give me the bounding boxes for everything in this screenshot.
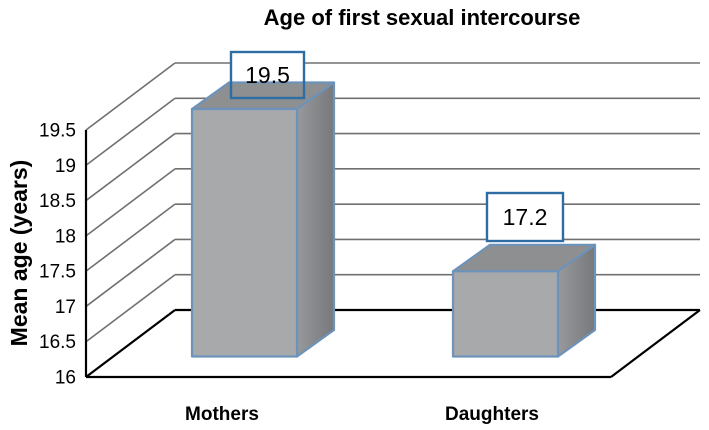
y-tick-label: 19.5 — [39, 121, 76, 142]
bars-layer — [190, 81, 597, 358]
chart-title: Age of first sexual intercourse — [264, 5, 581, 30]
gridlines-layer — [84, 62, 701, 379]
bar-front-face — [451, 270, 560, 358]
data-label-box — [229, 50, 306, 100]
bar-front-face — [190, 107, 299, 358]
y-tick-label: 18.5 — [39, 191, 76, 212]
gridline-diagonal — [85, 238, 176, 308]
y-tick-label: 17.5 — [39, 262, 76, 283]
data-label-box-fill — [487, 193, 563, 241]
bar-mothers — [190, 81, 336, 358]
gridline-diagonal — [85, 132, 176, 202]
y-tick-label: 16 — [55, 368, 76, 389]
data-label-box — [485, 191, 565, 243]
y-tick-label: 17 — [55, 297, 76, 318]
data-label-value: 17.2 — [503, 204, 548, 230]
gridline-diagonal — [85, 97, 176, 166]
category-label-mothers: Mothers — [185, 404, 259, 425]
y-tick-label: 16.5 — [39, 332, 76, 353]
data-label-value: 19.5 — [245, 62, 290, 88]
gridline-diagonal — [85, 274, 176, 343]
gridline-diagonal — [85, 62, 176, 131]
bar-daughters — [451, 243, 597, 358]
y-tick-label: 18 — [55, 226, 76, 247]
floor-right-edge — [610, 309, 701, 378]
gridline-diagonal — [85, 168, 176, 237]
floor-left-edge — [85, 309, 176, 378]
labels-layer: 16 16.5 17 17.5 18 18.5 19 19.5 19.5 17.2 Mothers D… — [39, 50, 565, 425]
y-axis-title: Mean age (years) — [6, 160, 32, 347]
bar-side-face — [295, 81, 336, 358]
category-label-daughters: Daughters — [445, 404, 539, 425]
y-tick-label: 19 — [55, 156, 76, 177]
gridline-diagonal — [85, 203, 176, 272]
